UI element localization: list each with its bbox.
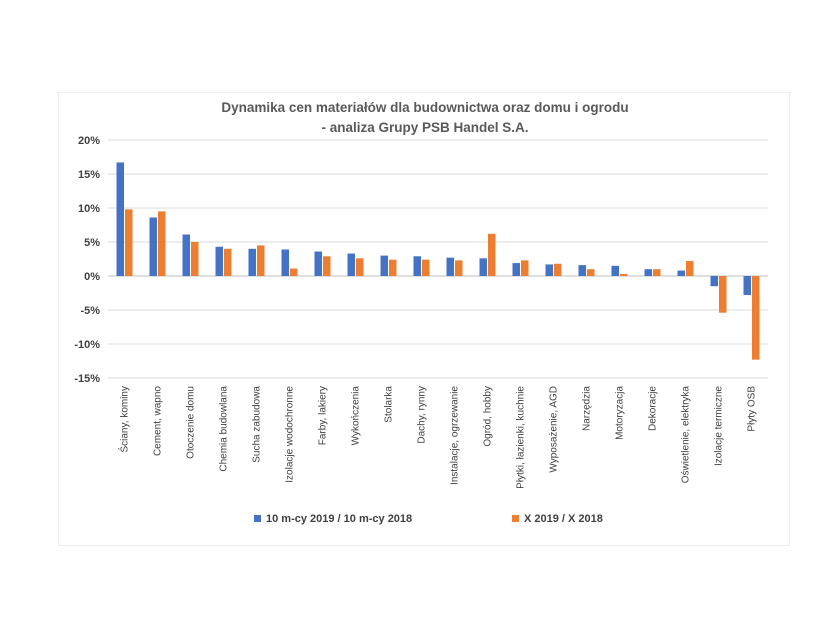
bar-series-2 bbox=[158, 211, 166, 276]
category-label: Sucha zabudowa bbox=[252, 386, 263, 463]
y-tick-label: 15% bbox=[78, 169, 100, 181]
bar-series-2 bbox=[455, 260, 463, 276]
category-label: Izolacje termiczne bbox=[714, 386, 725, 466]
category-label: Chemia budowlana bbox=[219, 386, 230, 472]
category-label: Otoczenie domu bbox=[186, 386, 197, 459]
chart-title: Dynamika cen materiałów dla budownictwa … bbox=[221, 100, 628, 115]
bar-series-2 bbox=[686, 261, 694, 276]
bar-series-1 bbox=[611, 265, 619, 276]
category-label: Płytki, łazienki, kuchnie bbox=[516, 386, 527, 489]
bars bbox=[116, 162, 760, 360]
bar-series-1 bbox=[710, 276, 718, 287]
bar-series-1 bbox=[182, 234, 190, 276]
y-tick-label: 10% bbox=[78, 203, 100, 215]
legend-swatch-1 bbox=[254, 515, 261, 522]
category-label: Wyposażenie, AGD bbox=[549, 386, 560, 473]
legend: 10 m-cy 2019 / 10 m-cy 2018 X 2019 / X 20… bbox=[254, 513, 603, 525]
chart-frame bbox=[58, 92, 790, 546]
bar-series-2 bbox=[587, 269, 595, 276]
legend-swatch-2 bbox=[512, 515, 519, 522]
bar-series-1 bbox=[281, 249, 289, 276]
bar-series-1 bbox=[512, 263, 520, 276]
y-tick-label: -5% bbox=[80, 305, 100, 317]
grid-lines bbox=[108, 139, 768, 379]
bar-series-1 bbox=[677, 270, 685, 276]
category-label: Cement, wapno bbox=[153, 386, 164, 456]
bar-series-2 bbox=[356, 258, 364, 276]
category-label: Instalacje, ogrzewanie bbox=[450, 386, 461, 485]
bar-series-2 bbox=[422, 259, 430, 276]
y-tick-label: 20% bbox=[78, 135, 100, 147]
category-label: Ogród, hobby bbox=[483, 386, 494, 447]
category-label: Oświetlenie, elektryka bbox=[681, 386, 692, 484]
category-label: Dachy, rynny bbox=[417, 386, 428, 444]
y-tick-label: -10% bbox=[74, 339, 100, 351]
chart-subtitle: - analiza Grupy PSB Handel S.A. bbox=[321, 120, 528, 135]
bar-series-1 bbox=[644, 269, 652, 276]
bar-series-2 bbox=[521, 260, 529, 276]
bar-series-2 bbox=[257, 245, 265, 276]
bar-series-1 bbox=[314, 251, 322, 276]
y-axis-ticks: 20% 15% 10% 5% 0% -5% -10% -15% bbox=[74, 135, 100, 385]
category-label: Wykończenia bbox=[351, 386, 362, 446]
bar-series-2 bbox=[191, 242, 199, 276]
legend-label-1: 10 m-cy 2019 / 10 m-cy 2018 bbox=[266, 513, 412, 525]
bar-series-1 bbox=[578, 265, 586, 276]
bar-series-1 bbox=[545, 264, 553, 276]
category-labels: Ściany, kominy Cement, wapno Otoczenie dom… bbox=[118, 386, 758, 489]
category-label: Płyty OSB bbox=[747, 386, 758, 432]
bar-series-2 bbox=[389, 259, 397, 276]
bar-series-1 bbox=[215, 246, 223, 276]
bar-series-2 bbox=[323, 256, 331, 276]
bar-series-2 bbox=[620, 273, 628, 276]
bar-series-2 bbox=[125, 209, 133, 276]
bar-series-1 bbox=[743, 276, 751, 296]
y-tick-label: 5% bbox=[84, 237, 100, 249]
y-tick-label: 0% bbox=[84, 271, 100, 283]
bar-series-1 bbox=[380, 255, 388, 276]
legend-label-2: X 2019 / X 2018 bbox=[524, 513, 603, 525]
bar-series-2 bbox=[554, 263, 562, 276]
category-label: Narzędzia bbox=[582, 386, 593, 431]
bar-series-1 bbox=[479, 258, 487, 276]
bar-series-1 bbox=[149, 217, 157, 276]
y-tick-label: -15% bbox=[74, 373, 100, 385]
category-label: Motoryzacja bbox=[615, 386, 626, 440]
bar-series-1 bbox=[248, 248, 256, 276]
bar-series-2 bbox=[224, 248, 232, 276]
category-label: Stolarka bbox=[384, 386, 395, 423]
bar-series-2 bbox=[488, 233, 496, 276]
category-label: Farby, lakiery bbox=[318, 386, 329, 445]
bar-series-1 bbox=[347, 253, 355, 276]
bar-series-1 bbox=[446, 257, 454, 276]
bar-series-2 bbox=[752, 276, 760, 360]
bar-series-1 bbox=[116, 162, 124, 276]
bar-series-2 bbox=[653, 269, 661, 276]
bar-series-1 bbox=[413, 256, 421, 276]
bar-series-2 bbox=[290, 268, 298, 276]
category-label: Izolacje wodochronne bbox=[285, 386, 296, 483]
category-label: Ściany, kominy bbox=[118, 386, 131, 453]
category-label: Dekoracje bbox=[648, 386, 659, 431]
bar-series-2 bbox=[719, 276, 727, 313]
